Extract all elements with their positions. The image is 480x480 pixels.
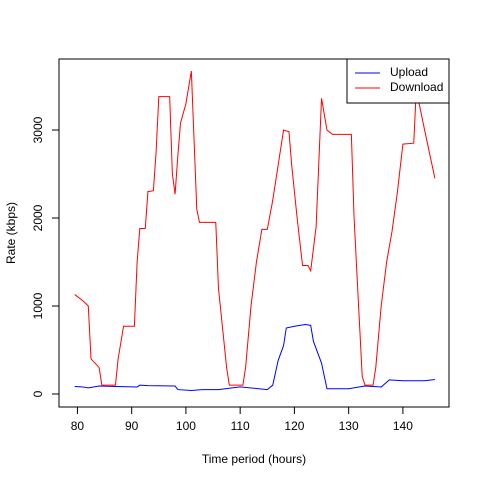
- x-tick-label: 90: [125, 419, 139, 433]
- y-tick-label: 2000: [31, 204, 45, 231]
- y-axis-label: Rate (kbps): [4, 202, 18, 264]
- x-axis-label: Time period (hours): [202, 452, 306, 466]
- plot-frame: [58, 58, 450, 408]
- y-tick-label: 0: [31, 390, 45, 397]
- x-tick-label: 100: [176, 419, 196, 433]
- y-tick-label: 1000: [31, 292, 45, 319]
- x-tick-label: 110: [231, 419, 250, 433]
- x-tick-label: 140: [393, 419, 413, 433]
- legend-label: Upload: [390, 65, 428, 79]
- y-tick-label: 3000: [31, 116, 45, 143]
- x-tick-label: 120: [284, 419, 304, 433]
- legend-box: [346, 58, 450, 104]
- legend-label: Download: [390, 80, 443, 94]
- x-tick-label: 130: [339, 419, 359, 433]
- series-line: [74, 323, 435, 391]
- x-tick-label: 80: [71, 419, 85, 433]
- series-line: [74, 70, 436, 386]
